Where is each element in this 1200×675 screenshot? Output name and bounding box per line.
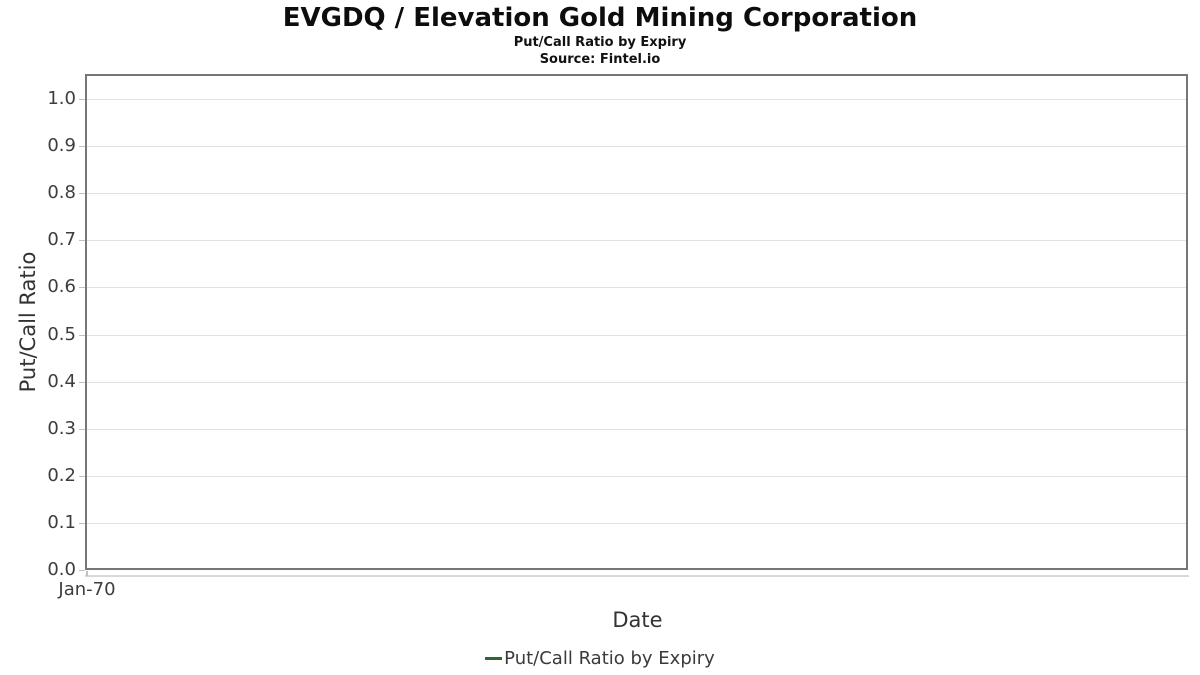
y-axis-tick-mark	[79, 240, 85, 242]
x-axis-title: Date	[612, 608, 663, 632]
legend: Put/Call Ratio by Expiry	[0, 645, 1200, 671]
legend-item-putcall-ratio[interactable]: Put/Call Ratio by Expiry	[485, 648, 715, 669]
chart-title: EVGDQ / Elevation Gold Mining Corporatio…	[282, 3, 918, 33]
y-axis-tick-mark	[79, 287, 85, 289]
y-axis-tick-label: 0.9	[47, 135, 76, 157]
y-axis-tick-label: 0.3	[47, 417, 76, 439]
gridline	[87, 334, 1186, 336]
y-axis-tick-label: 0.7	[47, 229, 76, 251]
y-axis-tick-label: 0.2	[47, 464, 76, 486]
gridline	[87, 428, 1186, 430]
gridline	[87, 193, 1186, 195]
gridline	[87, 240, 1186, 242]
y-axis-tick-label: 0.4	[47, 370, 76, 392]
y-axis-tick-label: 0.8	[47, 182, 76, 204]
y-axis-tick-mark	[79, 146, 85, 148]
x-axis-tick-label: Jan-70	[58, 579, 116, 600]
y-axis-tick-mark	[79, 99, 85, 100]
gridline	[87, 522, 1186, 524]
y-axis-tick-mark	[79, 193, 85, 195]
y-axis-tick-label: 0.1	[47, 511, 76, 533]
y-axis-tick-mark	[79, 475, 85, 477]
y-axis-tick-label: 0.6	[47, 276, 76, 298]
y-axis-tick-mark	[79, 522, 85, 524]
y-axis-tick-label: 1.0	[47, 88, 76, 109]
x-axis-line	[85, 575, 1189, 577]
y-axis-tick-mark	[79, 381, 85, 383]
legend-label: Put/Call Ratio by Expiry	[504, 647, 715, 669]
gridline	[87, 475, 1186, 477]
gridline	[87, 287, 1186, 289]
y-axis-tick-mark	[79, 428, 85, 430]
y-axis-tick-label: 0.5	[47, 323, 76, 345]
y-axis-tick-mark	[79, 334, 85, 336]
y-axis-tick-label: 0.0	[47, 559, 76, 580]
gridline	[87, 99, 1186, 100]
x-axis-tick-mark	[86, 571, 88, 576]
plot-area	[85, 74, 1188, 570]
chart-source: Source: Fintel.io	[539, 52, 661, 67]
legend-line-swatch	[485, 656, 503, 660]
gridline	[87, 146, 1186, 148]
gridline	[87, 381, 1186, 383]
y-axis-tick-mark	[79, 570, 85, 571]
chart-subtitle: Put/Call Ratio by Expiry	[513, 35, 687, 50]
